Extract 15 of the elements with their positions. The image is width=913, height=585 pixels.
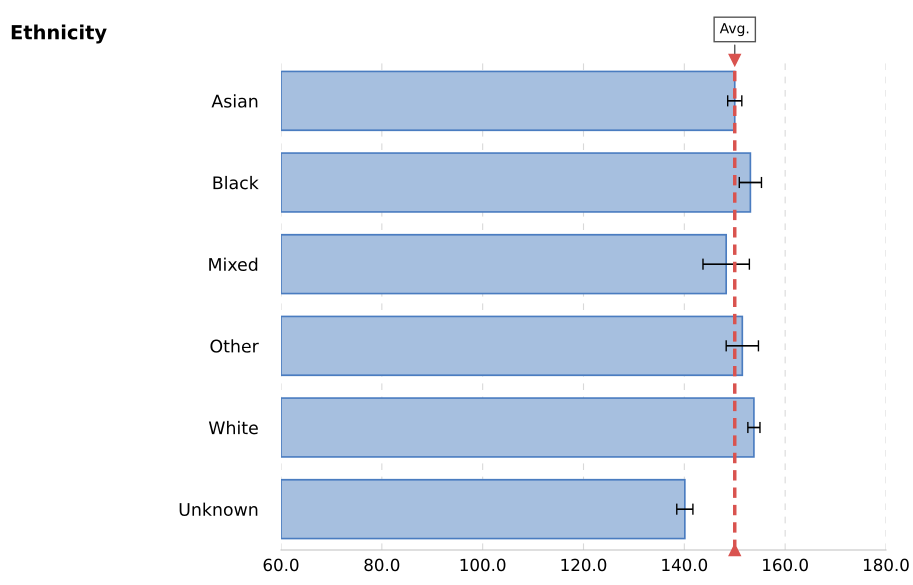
y-tick-label: Black [214, 176, 259, 190]
x-tick-label: 120.0 [561, 558, 606, 572]
y-tick-label: Asian [212, 94, 258, 108]
x-tick-label: 60.0 [264, 558, 298, 572]
x-tick-label: 80.0 [364, 558, 400, 572]
x-tick-label: 180.0 [864, 558, 909, 572]
y-tick-label: Unknown [180, 502, 258, 516]
x-tick-label: 160.0 [763, 558, 808, 572]
ref-line-label: Avg. [720, 23, 748, 36]
y-tick-label: White [208, 420, 258, 434]
y-tick-label: Other [210, 339, 259, 353]
x-tick-label: 100.0 [460, 558, 506, 572]
x-tick-label: 140.0 [662, 558, 708, 572]
y-tick-label: Mixed [209, 258, 258, 272]
text: Ethnicity [12, 24, 107, 44]
